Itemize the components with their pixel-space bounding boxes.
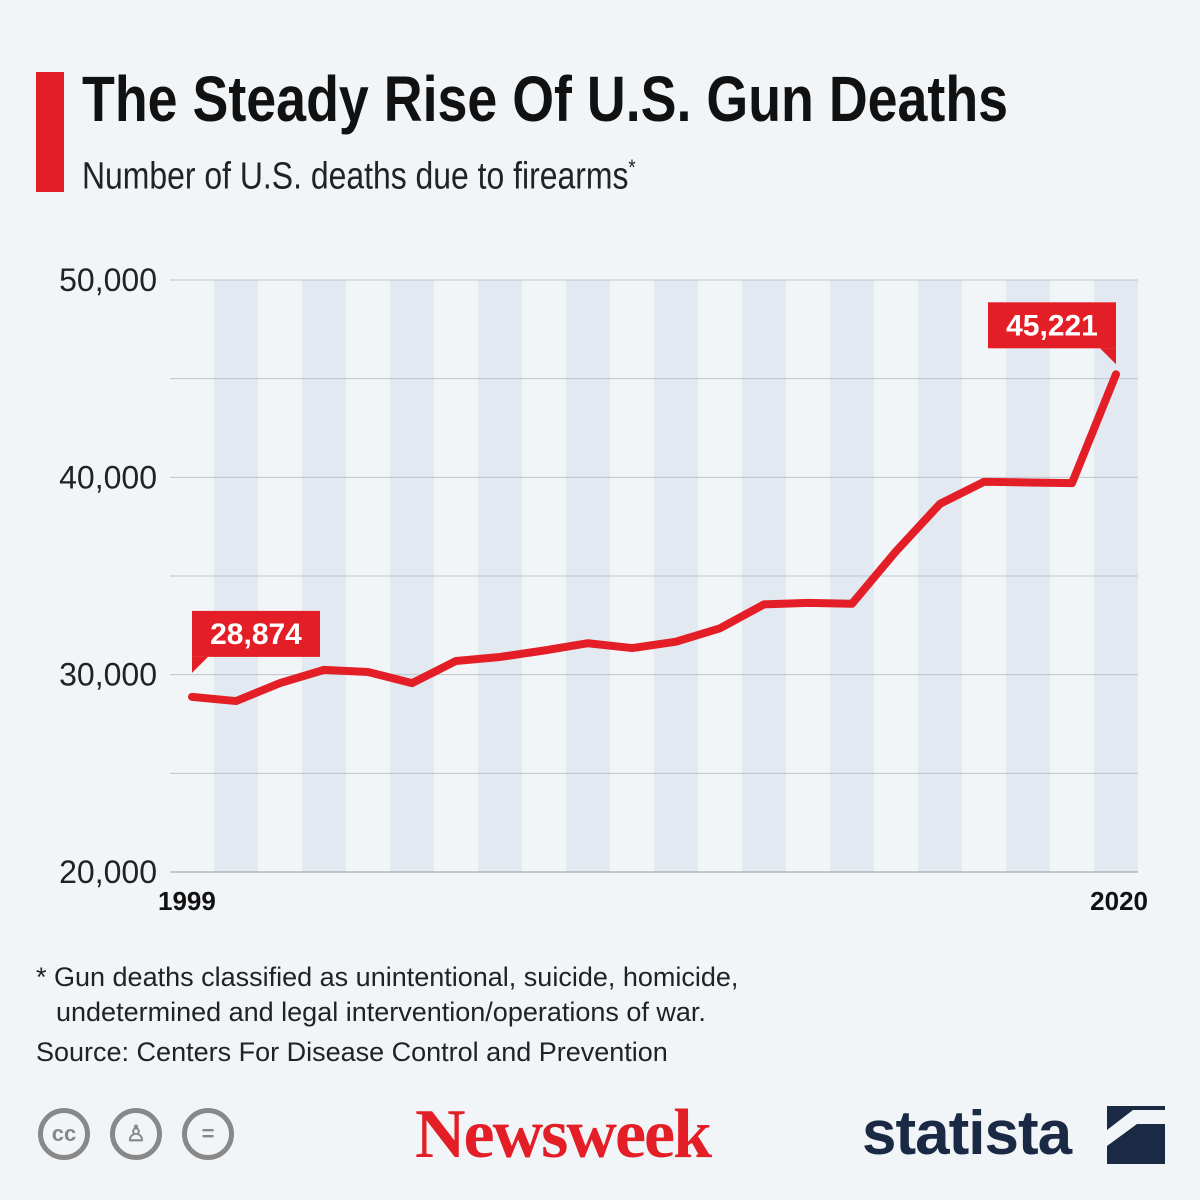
data-label-pointer: [192, 656, 208, 673]
attribution-icon: ♙: [110, 1108, 162, 1160]
data-label-box: [192, 610, 320, 657]
footnote-mark: *: [628, 155, 636, 180]
title-accent-bar: [36, 72, 64, 192]
creative-commons-icon: cc: [38, 1108, 90, 1160]
statista-wordmark: statista: [862, 1099, 1072, 1168]
data-label: 28,874: [210, 618, 302, 651]
series-line: [188, 370, 1120, 706]
statista-logo: statista: [862, 1098, 1165, 1169]
data-label: 45,221: [1006, 309, 1098, 342]
footnote-line-1: * Gun deaths classified as unintentional…: [36, 962, 739, 992]
chart-subtitle: Number of U.S. deaths due to firearms*: [82, 155, 636, 199]
footnote-line-2: undetermined and legal intervention/oper…: [56, 997, 706, 1027]
subtitle-text: Number of U.S. deaths due to firearms: [82, 155, 629, 198]
y-tick-label: 20,000: [59, 854, 157, 890]
chart-title: The Steady Rise Of U.S. Gun Deaths: [82, 63, 1009, 135]
data-label-pointer: [1100, 348, 1116, 365]
data-label-box: [988, 302, 1116, 349]
source: Source: Centers For Disease Control and …: [36, 1037, 668, 1067]
x-tick-label: 1999: [158, 886, 216, 916]
y-tick-label: 30,000: [59, 657, 157, 693]
y-tick-label: 50,000: [59, 262, 157, 298]
x-tick-label: 2020: [1090, 886, 1148, 916]
no-derivatives-icon: =: [182, 1108, 234, 1160]
statista-mark-icon: [1107, 1106, 1165, 1164]
newsweek-logo: Newsweek: [415, 1096, 712, 1173]
y-tick-label: 40,000: [59, 459, 157, 495]
